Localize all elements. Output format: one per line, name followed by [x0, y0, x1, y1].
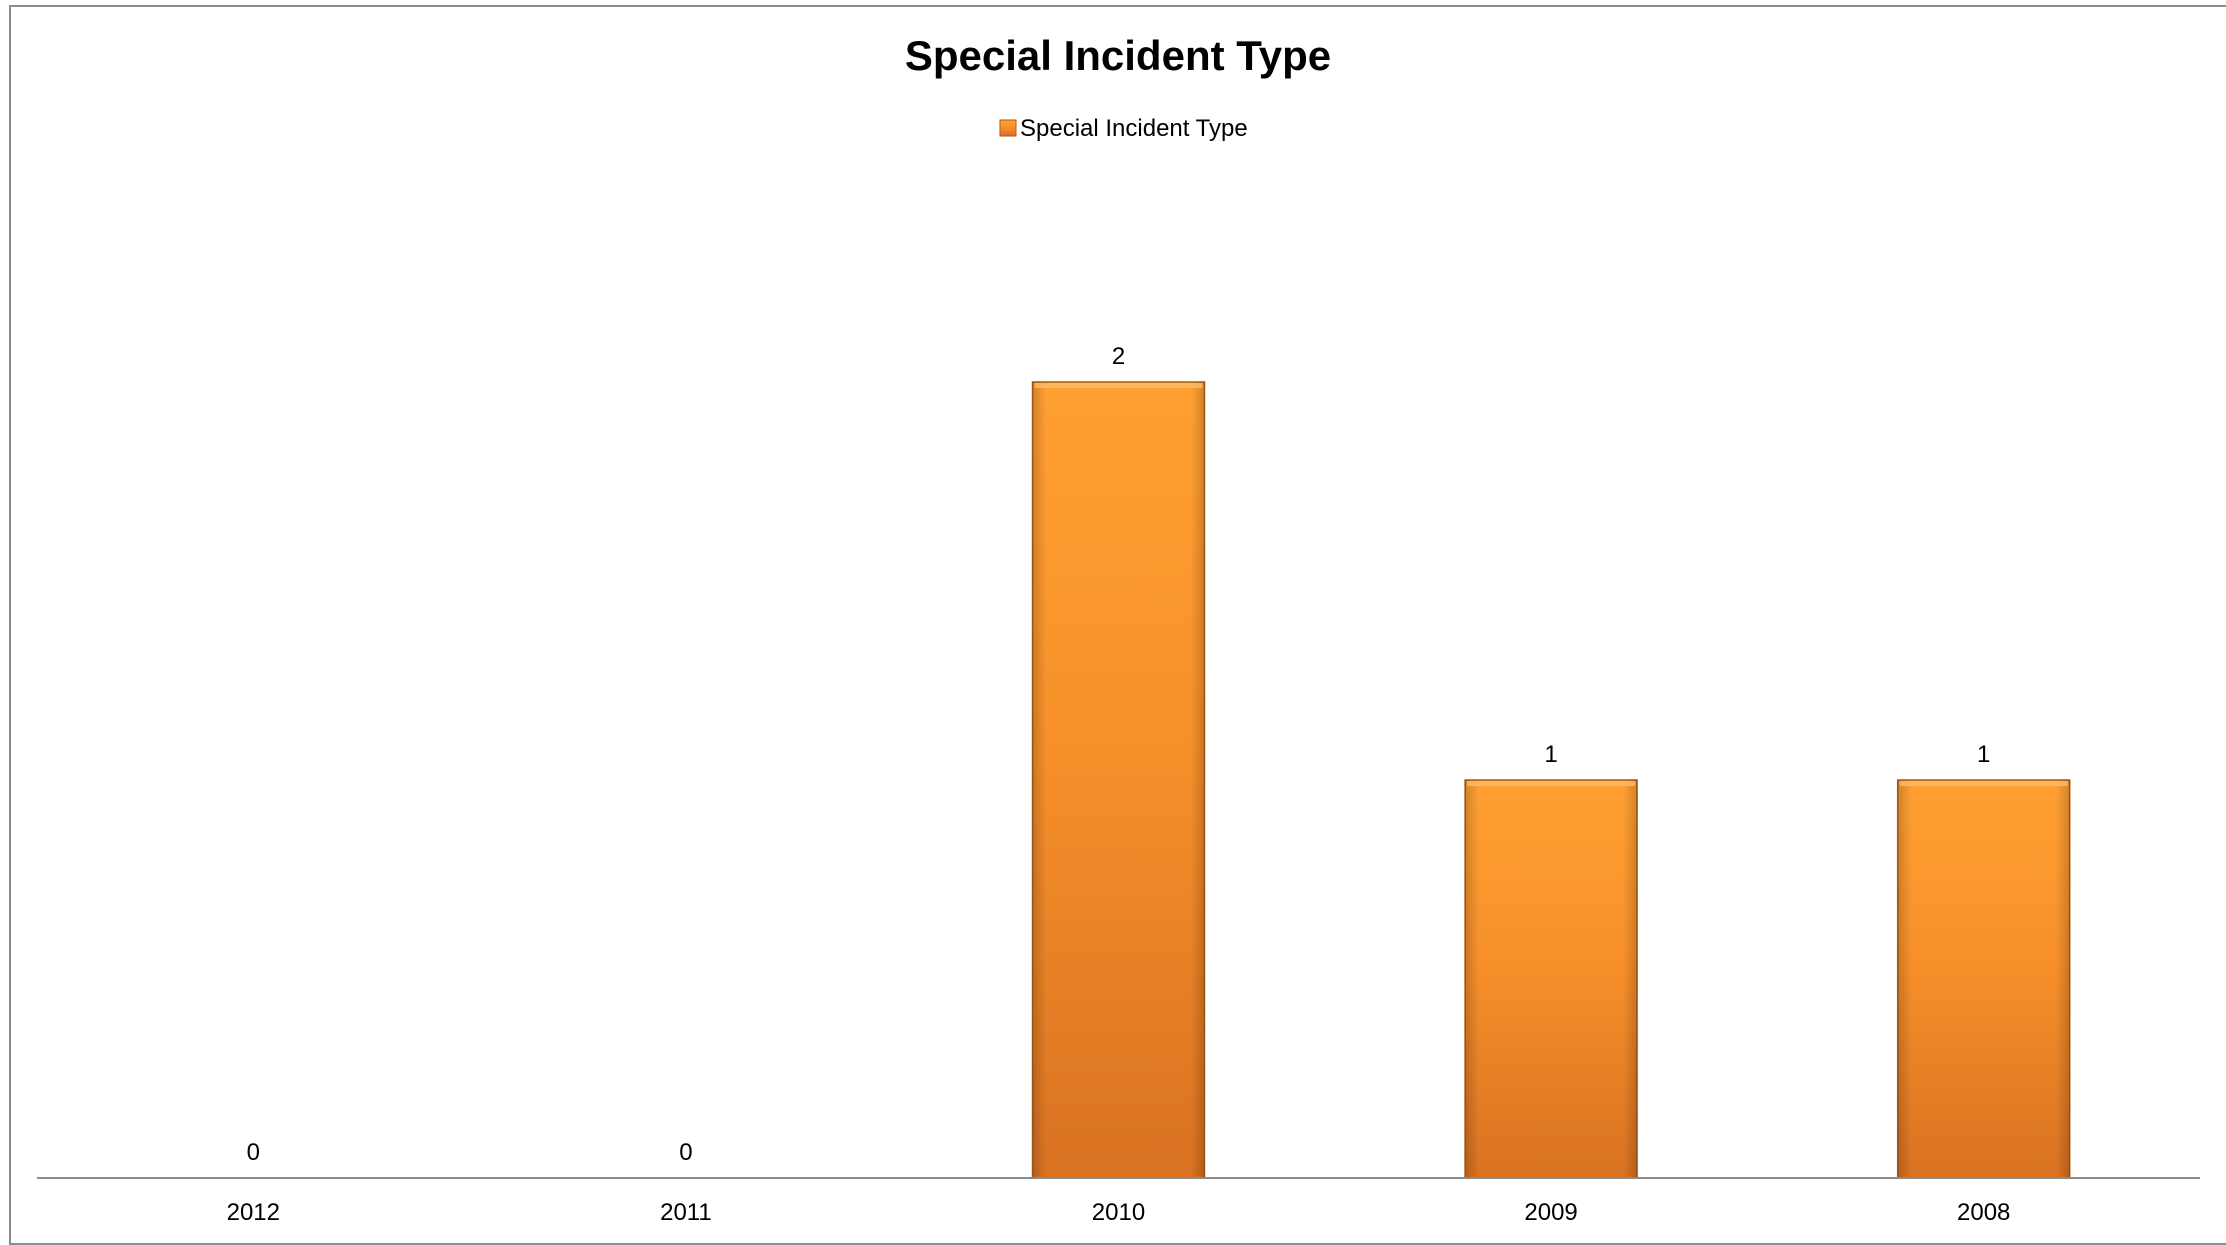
x-tick-label-2008: 2008 [1957, 1199, 2010, 1226]
chart-title: Special Incident Type [905, 32, 1331, 79]
data-label-2008: 1 [1977, 741, 1990, 768]
legend-label: Special Incident Type [1020, 115, 1248, 142]
bar-2008 [1896, 779, 2071, 1179]
bar-2009 [1464, 779, 1638, 1179]
data-label-2012: 0 [247, 1139, 260, 1166]
bar-highlight [1034, 383, 1203, 388]
x-axis-ticks: 2012 2011 2010 2009 2008 [227, 1199, 2011, 1226]
bar-shade [1465, 780, 1638, 1178]
data-labels-layer: 0 0 2 1 1 [247, 343, 1991, 1166]
bar-highlight [1467, 781, 1636, 786]
data-label-2009: 1 [1544, 741, 1557, 768]
legend: Special Incident Type [999, 115, 1248, 142]
bars-layer [1031, 381, 2071, 1179]
data-label-2010: 2 [1112, 343, 1125, 370]
bar-2010 [1031, 381, 1206, 1179]
bar-highlight [1899, 781, 2068, 786]
legend-swatch [999, 119, 1017, 137]
x-tick-label-2009: 2009 [1524, 1199, 1577, 1226]
x-tick-label-2011: 2011 [660, 1199, 712, 1226]
bar-shade [1897, 780, 2070, 1178]
data-label-2011: 0 [679, 1139, 692, 1166]
x-tick-label-2010: 2010 [1092, 1199, 1145, 1226]
bar-shade [1032, 382, 1205, 1178]
x-tick-label-2012: 2012 [227, 1199, 280, 1226]
